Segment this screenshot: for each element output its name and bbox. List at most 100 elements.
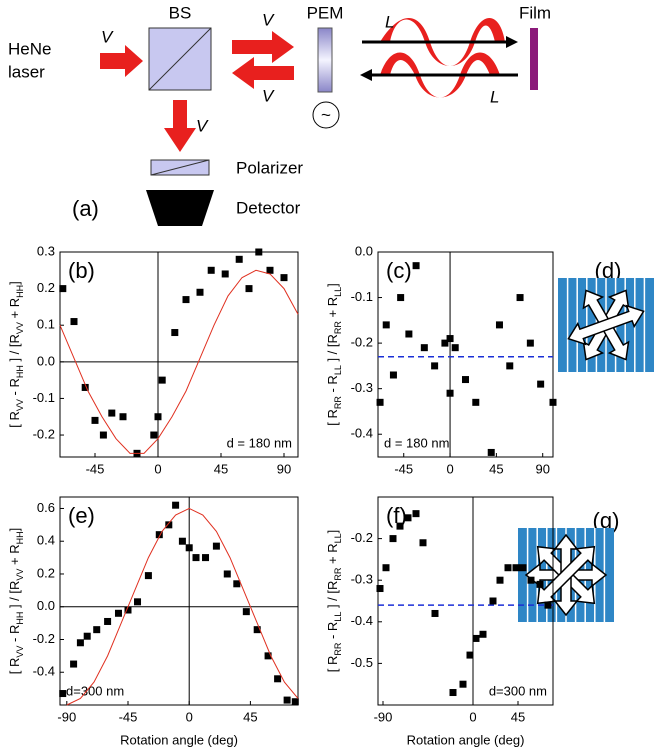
orientation-icons (518, 278, 654, 622)
y-tick-label: -0.3 (351, 572, 373, 587)
data-point (536, 580, 544, 588)
y-tick-label: 0.2 (37, 565, 55, 580)
x-tick-label: -90 (57, 709, 76, 724)
laser-label: HeNe (8, 39, 51, 58)
subscript: HH (15, 531, 25, 544)
data-point (527, 576, 535, 584)
y-tick-label: -0.2 (33, 426, 55, 441)
subscript: VV (15, 322, 25, 334)
annotation: d = 180 nm (384, 435, 449, 450)
polarizer-axis (150, 159, 210, 176)
plot-frame (59, 496, 299, 706)
y-tick-label: -0.3 (351, 380, 373, 395)
subscript: HH (15, 285, 25, 298)
polarization-label: V (262, 10, 275, 29)
data-point (134, 598, 142, 606)
data-point (487, 448, 495, 456)
data-point (382, 321, 390, 329)
data-point (389, 371, 397, 379)
handedness-label: L (385, 12, 394, 31)
data-point (171, 329, 179, 337)
plot-frame (59, 251, 299, 458)
x-axis-label: Rotation angle (deg) (407, 732, 525, 747)
subscript: RR (333, 321, 343, 334)
data-point (274, 675, 282, 683)
data-point (549, 398, 557, 406)
data-point (472, 398, 480, 406)
data-point (70, 318, 78, 326)
label-part: + R (325, 543, 340, 567)
panel-label: (a) (72, 196, 99, 221)
subscript: LL (333, 612, 343, 622)
y-tick-label: 0.3 (37, 243, 55, 258)
data-point (207, 266, 215, 274)
data-point (196, 288, 204, 296)
data-point (419, 539, 427, 547)
y-axis-label: [ RVV - RHH ] / [RVV + RHH] (7, 528, 25, 675)
label-part: [ R (325, 409, 340, 426)
helix (380, 18, 505, 66)
label-part: ] (7, 528, 22, 532)
data-point (405, 330, 413, 338)
label-part: [ R (325, 656, 340, 673)
label-part: + R (7, 298, 22, 322)
data-point (108, 409, 116, 417)
x-tick-label: 0 (469, 709, 476, 724)
data-point (154, 413, 162, 421)
label-part: [ R (7, 658, 22, 675)
fit-curve (66, 507, 299, 706)
data-point (280, 274, 288, 282)
data-point (412, 510, 420, 518)
modulator (312, 101, 340, 129)
subscript: LL (333, 365, 343, 375)
y-axis-label: [ RRR - RLL ] / [RRR + RLL] (325, 530, 343, 673)
data-point (489, 597, 497, 605)
data-point (479, 630, 487, 638)
subscript: RR (333, 642, 343, 655)
y-tick-label: -0.1 (351, 289, 373, 304)
detector-label: Detector (236, 198, 301, 217)
panel-label: (c) (386, 258, 412, 283)
data-point (59, 285, 67, 293)
data-point (462, 376, 469, 384)
y-tick-label: -0.2 (351, 335, 373, 350)
data-point (472, 634, 480, 642)
helix (380, 52, 500, 98)
x-tick-label: 0 (186, 709, 193, 724)
label-part: - R (7, 625, 22, 646)
subscript: VV (15, 569, 25, 581)
subscript: HH (15, 365, 25, 378)
data-point (255, 248, 263, 256)
y-tick-label: -0.2 (351, 530, 373, 545)
label-part: + R (325, 297, 340, 321)
data-point (253, 626, 261, 634)
data-point (396, 522, 404, 530)
y-tick-label: -0.4 (33, 664, 55, 679)
data-point (389, 535, 397, 543)
setup-diagram: HeNe laser V BS V V PEM ~ L L Film V Pol… (8, 3, 621, 532)
beam-head (360, 69, 372, 81)
data-point (91, 416, 99, 424)
bs-diagonal (148, 27, 212, 91)
label-part: ] / [R (325, 334, 340, 365)
beam-arrow (232, 31, 294, 63)
subscript: RR (333, 567, 343, 580)
x-tick-label: 45 (511, 709, 525, 724)
data-point (446, 335, 454, 343)
annotation: d=300 nm (489, 683, 547, 698)
data-point (150, 431, 158, 439)
data-point (382, 564, 390, 572)
data-point (144, 572, 152, 580)
subscript: LL (333, 287, 343, 297)
data-point (537, 380, 545, 388)
y-tick-label: -0.5 (351, 655, 373, 670)
data-point (212, 542, 220, 550)
x-tick-label: -45 (394, 461, 413, 476)
chart-panel: -0.4-0.3-0.2-0.10.0-45 0 45 90[ RRR - RLL ]… (325, 243, 557, 476)
y-axis-label: [ RVV - RHH ] / [RVV + RHH] (7, 281, 25, 428)
label-part: ] (7, 281, 22, 285)
data-point (431, 609, 439, 617)
handedness-label: L (490, 87, 499, 106)
y-axis-label: [ RRR - RLL ] / [RRR + RLL] (325, 283, 343, 426)
